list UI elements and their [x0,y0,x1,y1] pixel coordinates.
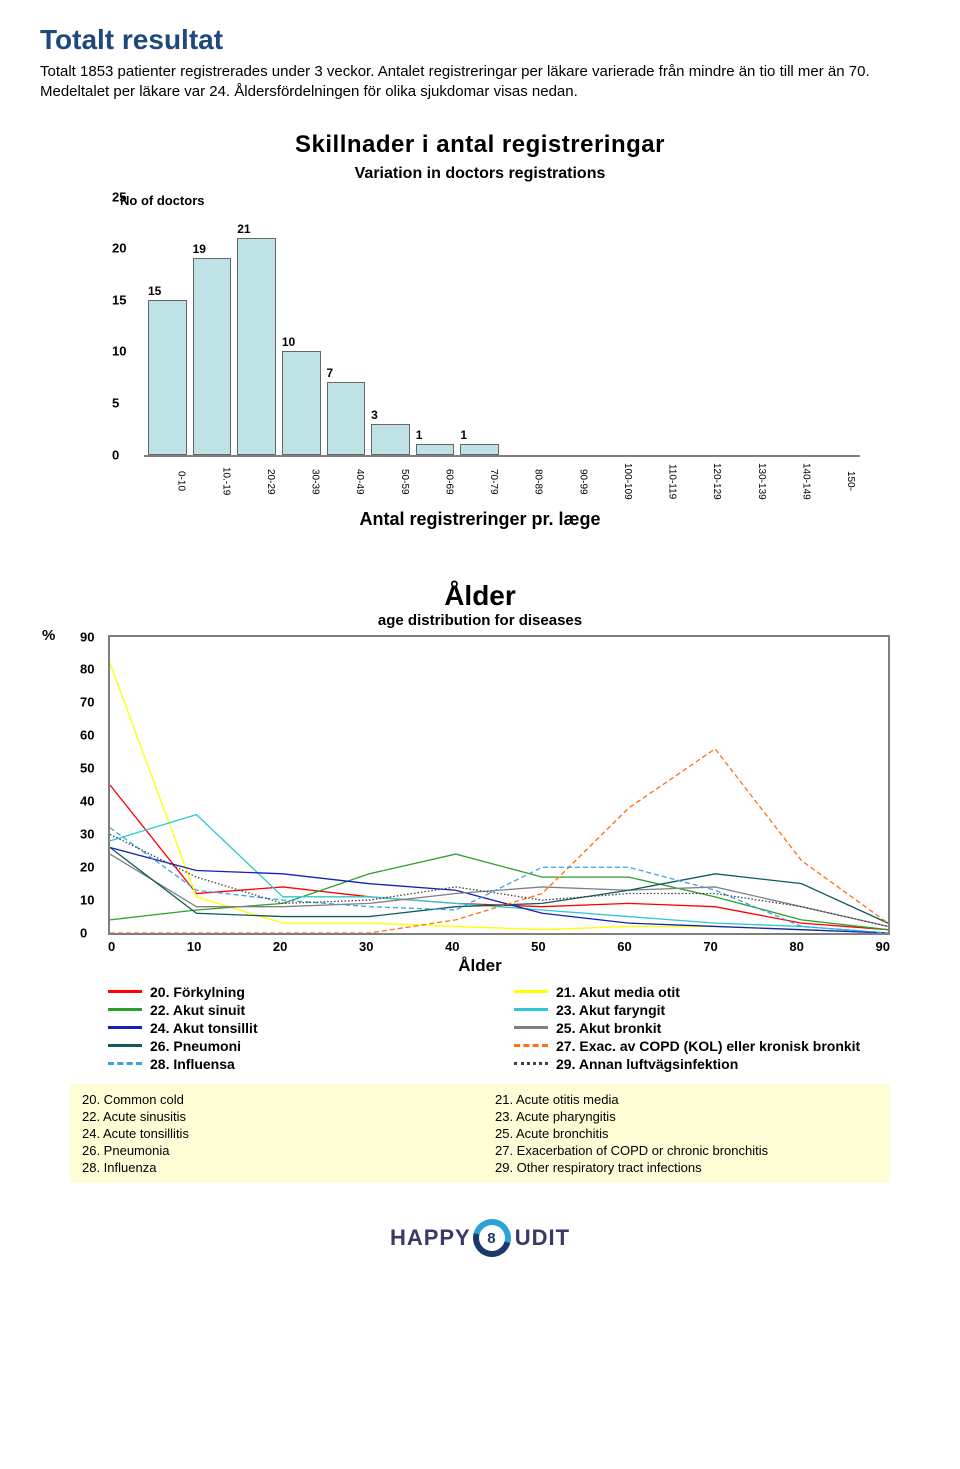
page-title: Totalt resultat [40,24,920,56]
bar-col [817,197,856,455]
legend-item: 28. Influensa [108,1056,484,1072]
legend-item: 24. Akut tonsillit [108,1020,484,1036]
line-chart-legend: 20. Förkylning 21. Akut media otit 22. Aku… [108,984,890,1072]
bar-col: 7 [327,197,366,455]
bar-col [550,197,589,455]
legend-item: 20. Förkylning [108,984,484,1000]
bar-chart-plot: 151921107311 0510152025 [144,197,860,457]
legend-translation: 20. Common cold21. Acute otitis media22.… [70,1084,890,1183]
bar-chart-xtitle: Antal registreringer pr. læge [100,509,860,530]
bar-col [505,197,544,455]
intro-text: Totalt 1853 patienter registrerades unde… [40,62,920,103]
legend-item: 21. Akut media otit [514,984,890,1000]
bar-col [639,197,678,455]
legend-item: 23. Akut faryngit [514,1002,890,1018]
bar-col [728,197,767,455]
bar-chart-title: Skillnader i antal registreringar [100,131,860,159]
bar-col: 1 [460,197,499,455]
line-chart: Ålder age distribution for diseases % 01… [70,580,890,1072]
bar-col: 1 [416,197,455,455]
page-footer: HAPPY 8 UDIT [40,1219,920,1257]
bar-col: 15 [148,197,187,455]
bar-chart-subtitle: Variation in doctors registrations [100,165,860,183]
bar-col: 21 [237,197,276,455]
line-chart-xtitle: Ålder [70,956,890,976]
logo-left: HAPPY [390,1225,471,1251]
bar-col [594,197,633,455]
legend-item: 25. Akut bronkit [514,1020,890,1036]
bar-col: 3 [371,197,410,455]
line-chart-pct: % [42,627,55,644]
logo-circle-icon: 8 [466,1212,518,1264]
line-chart-plot: 0102030405060708090 [108,635,890,935]
legend-item: 29. Annan luftvägsinfektion [514,1056,890,1072]
legend-item: 26. Pneumoni [108,1038,484,1054]
happy-audit-logo: HAPPY 8 UDIT [390,1219,570,1257]
bar-col: 19 [193,197,232,455]
bar-chart: Skillnader i antal registreringar Variat… [100,131,860,530]
line-chart-subtitle: age distribution for diseases [70,612,890,629]
line-chart-title: Ålder [70,580,890,612]
legend-item: 22. Akut sinuit [108,1002,484,1018]
legend-item: 27. Exac. av COPD (KOL) eller kronisk br… [514,1038,890,1054]
bar-col [684,197,723,455]
bar-col: 10 [282,197,321,455]
bar-col [773,197,812,455]
logo-right: UDIT [515,1225,570,1251]
